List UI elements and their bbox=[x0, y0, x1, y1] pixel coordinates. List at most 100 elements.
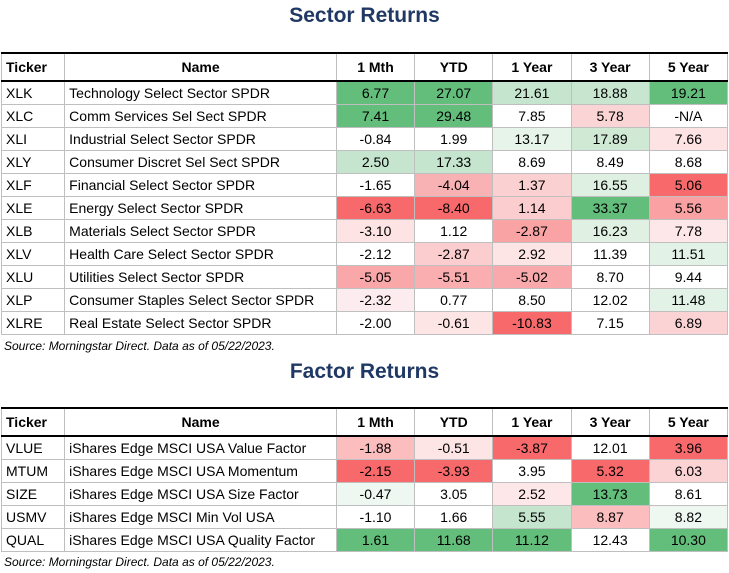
ticker-cell: XLY bbox=[0, 150, 66, 174]
return-cell-ytd: 1.66 bbox=[414, 505, 494, 529]
fund-name-cell: Consumer Staples Select Sector SPDR bbox=[64, 288, 337, 312]
fund-name-cell: iShares Edge MSCI USA Size Factor bbox=[64, 482, 337, 506]
return-cell-ytd: 29.48 bbox=[414, 104, 494, 128]
return-cell-1-year: 8.69 bbox=[492, 150, 572, 174]
return-cell-1-year: 7.85 bbox=[492, 104, 572, 128]
fund-name-cell: Energy Select Sector SPDR bbox=[64, 196, 337, 220]
ticker-cell: USMV bbox=[0, 505, 66, 529]
table-row: XLF Financial Select Sector SPDR -1.65 -4.0… bbox=[0, 173, 729, 197]
fund-name-cell: iShares Edge MSCI Min Vol USA bbox=[64, 505, 337, 529]
ticker-cell: QUAL bbox=[0, 528, 66, 552]
return-cell-ytd: 3.05 bbox=[414, 482, 494, 506]
return-cell-1-year: -2.87 bbox=[492, 219, 572, 243]
ticker-cell: VLUE bbox=[0, 435, 66, 460]
return-cell-3-year: 33.37 bbox=[570, 196, 650, 220]
table-row: XLI Industrial Select Sector SPDR -0.84 1.9… bbox=[0, 127, 729, 151]
return-cell-3-year: 8.70 bbox=[570, 265, 650, 289]
return-cell-5-year: 8.61 bbox=[648, 482, 729, 506]
return-cell-1-mth: -1.88 bbox=[335, 435, 416, 460]
table-row: MTUM iShares Edge MSCI USA Momentum -2.15-… bbox=[0, 459, 729, 483]
return-cell-5-year: -N/A bbox=[648, 104, 729, 128]
return-cell-3-year: 5.78 bbox=[570, 104, 650, 128]
return-cell-ytd: -0.61 bbox=[414, 311, 494, 335]
return-cell-3-year: 12.43 bbox=[570, 528, 650, 552]
fund-name-cell: Materials Select Sector SPDR bbox=[64, 219, 337, 243]
return-cell-ytd: 0.77 bbox=[414, 288, 494, 312]
column-header-ticker: Ticker bbox=[0, 52, 66, 82]
return-cell-1-year: 8.50 bbox=[492, 288, 572, 312]
return-cell-5-year: 7.78 bbox=[648, 219, 729, 243]
table-row: XLY Consumer Discret Sel Sect SPDR 2.50 17.… bbox=[0, 150, 729, 174]
table-row: XLC Comm Services Sel Sect SPDR 7.41 29.48 7… bbox=[0, 104, 729, 128]
ticker-cell: XLE bbox=[0, 196, 66, 220]
return-cell-1-mth: -5.05 bbox=[335, 265, 416, 289]
return-cell-5-year: 9.44 bbox=[648, 265, 729, 289]
return-cell-1-year: 11.12 bbox=[492, 528, 572, 552]
return-cell-ytd: 27.07 bbox=[414, 80, 494, 105]
return-cell-5-year: 6.03 bbox=[648, 459, 729, 483]
return-cell-1-year: 1.37 bbox=[492, 173, 572, 197]
column-header-ytd: YTD bbox=[414, 407, 494, 437]
fund-name-cell: iShares Edge MSCI USA Momentum bbox=[64, 459, 337, 483]
return-cell-1-year: -10.83 bbox=[492, 311, 572, 335]
table-row: XLE Energy Select Sector SPDR -6.63 -8.40 1.… bbox=[0, 196, 729, 220]
header-row: Ticker Name 1 Mth YTD 1 Year 3 Year 5 Year bbox=[0, 407, 729, 437]
return-cell-3-year: 13.73 bbox=[570, 482, 650, 506]
return-cell-1-mth: 1.61 bbox=[335, 528, 416, 552]
table-row: VLUE iShares Edge MSCI USA Value Factor -1… bbox=[0, 435, 729, 460]
return-cell-1-year: -3.87 bbox=[492, 435, 572, 460]
column-header-ticker: Ticker bbox=[0, 407, 66, 437]
column-header-1-mth: 1 Mth bbox=[335, 407, 416, 437]
return-cell-1-mth: -1.10 bbox=[335, 505, 416, 529]
column-header-5-year: 5 Year bbox=[648, 407, 729, 437]
ticker-cell: XLF bbox=[0, 173, 66, 197]
ticker-cell: XLV bbox=[0, 242, 66, 266]
fund-name-cell: Financial Select Sector SPDR bbox=[64, 173, 337, 197]
return-cell-1-mth: -2.12 bbox=[335, 242, 416, 266]
return-cell-1-year: 21.61 bbox=[492, 80, 572, 105]
return-cell-1-mth: -2.00 bbox=[335, 311, 416, 335]
return-cell-3-year: 12.01 bbox=[570, 435, 650, 460]
return-cell-ytd: -0.51 bbox=[414, 435, 494, 460]
return-cell-ytd: -3.93 bbox=[414, 459, 494, 483]
fund-name-cell: Health Care Select Sector SPDR bbox=[64, 242, 337, 266]
return-cell-5-year: 3.96 bbox=[648, 435, 729, 460]
factor-returns-title: Factor Returns bbox=[289, 360, 440, 383]
fund-name-cell: Consumer Discret Sel Sect SPDR bbox=[64, 150, 337, 174]
sector-returns-table: Ticker Name 1 Mth YTD 1 Year 3 Year 5 Year XLK T… bbox=[0, 52, 729, 335]
return-cell-5-year: 6.89 bbox=[648, 311, 729, 335]
table-row: XLB Materials Select Sector SPDR -3.10 1.12… bbox=[0, 219, 729, 243]
return-cell-5-year: 10.30 bbox=[648, 528, 729, 552]
column-header-3-year: 3 Year bbox=[570, 407, 650, 437]
ticker-cell: XLB bbox=[0, 219, 66, 243]
column-header-1-year: 1 Year bbox=[492, 407, 572, 437]
ticker-cell: XLP bbox=[0, 288, 66, 312]
return-cell-1-mth: -6.63 bbox=[335, 196, 416, 220]
return-cell-3-year: 5.32 bbox=[570, 459, 650, 483]
return-cell-3-year: 11.39 bbox=[570, 242, 650, 266]
return-cell-3-year: 8.87 bbox=[570, 505, 650, 529]
fund-name-cell: Real Estate Select Sector SPDR bbox=[64, 311, 337, 335]
table-row: QUAL iShares Edge MSCI USA Quality Factor… bbox=[0, 528, 729, 552]
return-cell-ytd: -4.04 bbox=[414, 173, 494, 197]
return-cell-1-year: 3.95 bbox=[492, 459, 572, 483]
ticker-cell: XLC bbox=[0, 104, 66, 128]
factor-source-note: Source: Morningstar Direct. Data as of 0… bbox=[4, 555, 275, 569]
column-header-5-year: 5 Year bbox=[648, 52, 729, 82]
column-header-1-year: 1 Year bbox=[492, 52, 572, 82]
column-header-3-year: 3 Year bbox=[570, 52, 650, 82]
return-cell-3-year: 18.88 bbox=[570, 80, 650, 105]
table-row: USMV iShares Edge MSCI Min Vol USA -1.10 1.… bbox=[0, 505, 729, 529]
return-cell-3-year: 16.55 bbox=[570, 173, 650, 197]
return-cell-1-year: 2.92 bbox=[492, 242, 572, 266]
ticker-cell: XLK bbox=[0, 80, 66, 105]
fund-name-cell: iShares Edge MSCI USA Quality Factor bbox=[64, 528, 337, 552]
return-cell-5-year: 8.82 bbox=[648, 505, 729, 529]
return-cell-ytd: -5.51 bbox=[414, 265, 494, 289]
return-cell-ytd: 1.12 bbox=[414, 219, 494, 243]
fund-name-cell: Utilities Select Sector SPDR bbox=[64, 265, 337, 289]
sector-source-note: Source: Morningstar Direct. Data as of 0… bbox=[4, 339, 275, 353]
return-cell-1-year: 2.52 bbox=[492, 482, 572, 506]
return-cell-1-mth: -2.15 bbox=[335, 459, 416, 483]
fund-name-cell: Technology Select Sector SPDR bbox=[64, 80, 337, 105]
